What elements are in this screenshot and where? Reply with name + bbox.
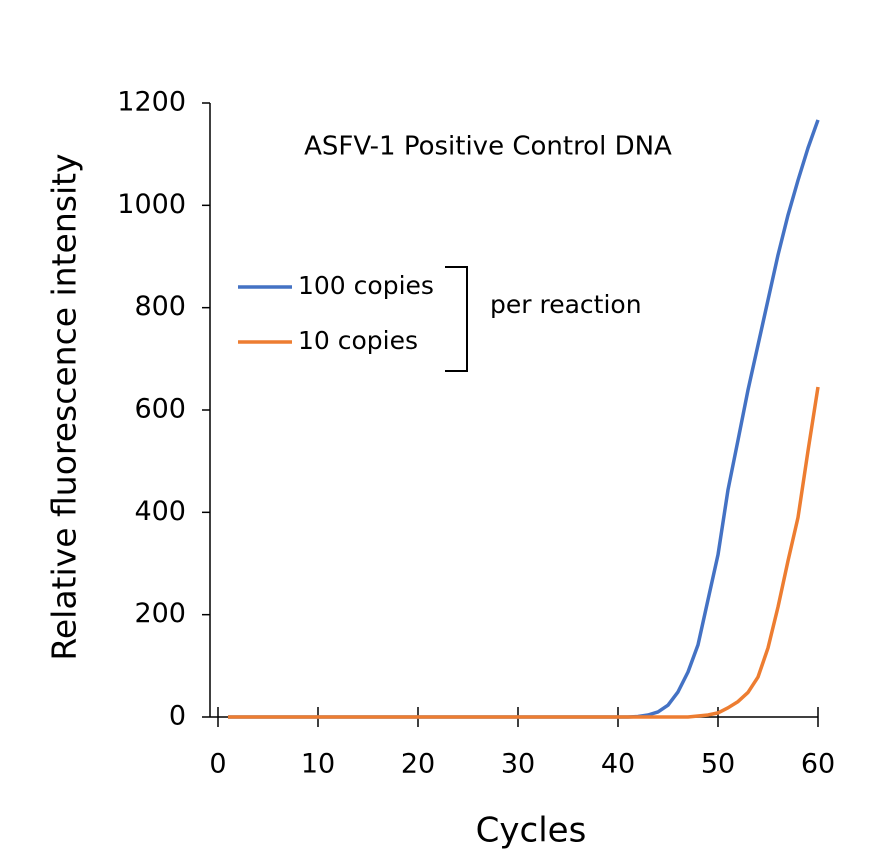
annotation: ASFV-1 Positive Control DNA	[304, 132, 672, 162]
y-tick-label: 800	[134, 291, 186, 322]
y-tick-label: 0	[169, 701, 186, 732]
x-tick-label: 10	[301, 749, 335, 780]
y-tick-label: 1200	[117, 87, 186, 118]
x-tick-label: 60	[801, 749, 835, 780]
y-axis-title: Relative fluorescence intensity	[45, 153, 84, 660]
legend-group-label: per reaction	[490, 290, 642, 319]
legend-label: 100 copies	[298, 271, 434, 300]
y-tick-label: 1000	[117, 189, 186, 220]
x-tick-label: 20	[401, 749, 435, 780]
x-axis-title: Cycles	[476, 811, 587, 851]
series-line	[228, 119, 820, 719]
y-tick-label: 400	[134, 496, 186, 527]
x-tick-label: 30	[501, 749, 535, 780]
legend-label: 10 copies	[298, 326, 418, 355]
series-line	[228, 386, 820, 719]
y-tick-label: 200	[134, 598, 186, 629]
y-tick-label: 600	[134, 394, 186, 425]
x-tick-label: 0	[209, 749, 226, 780]
x-tick-label: 40	[601, 749, 635, 780]
x-tick-label: 50	[701, 749, 735, 780]
legend-bracket	[445, 266, 468, 372]
